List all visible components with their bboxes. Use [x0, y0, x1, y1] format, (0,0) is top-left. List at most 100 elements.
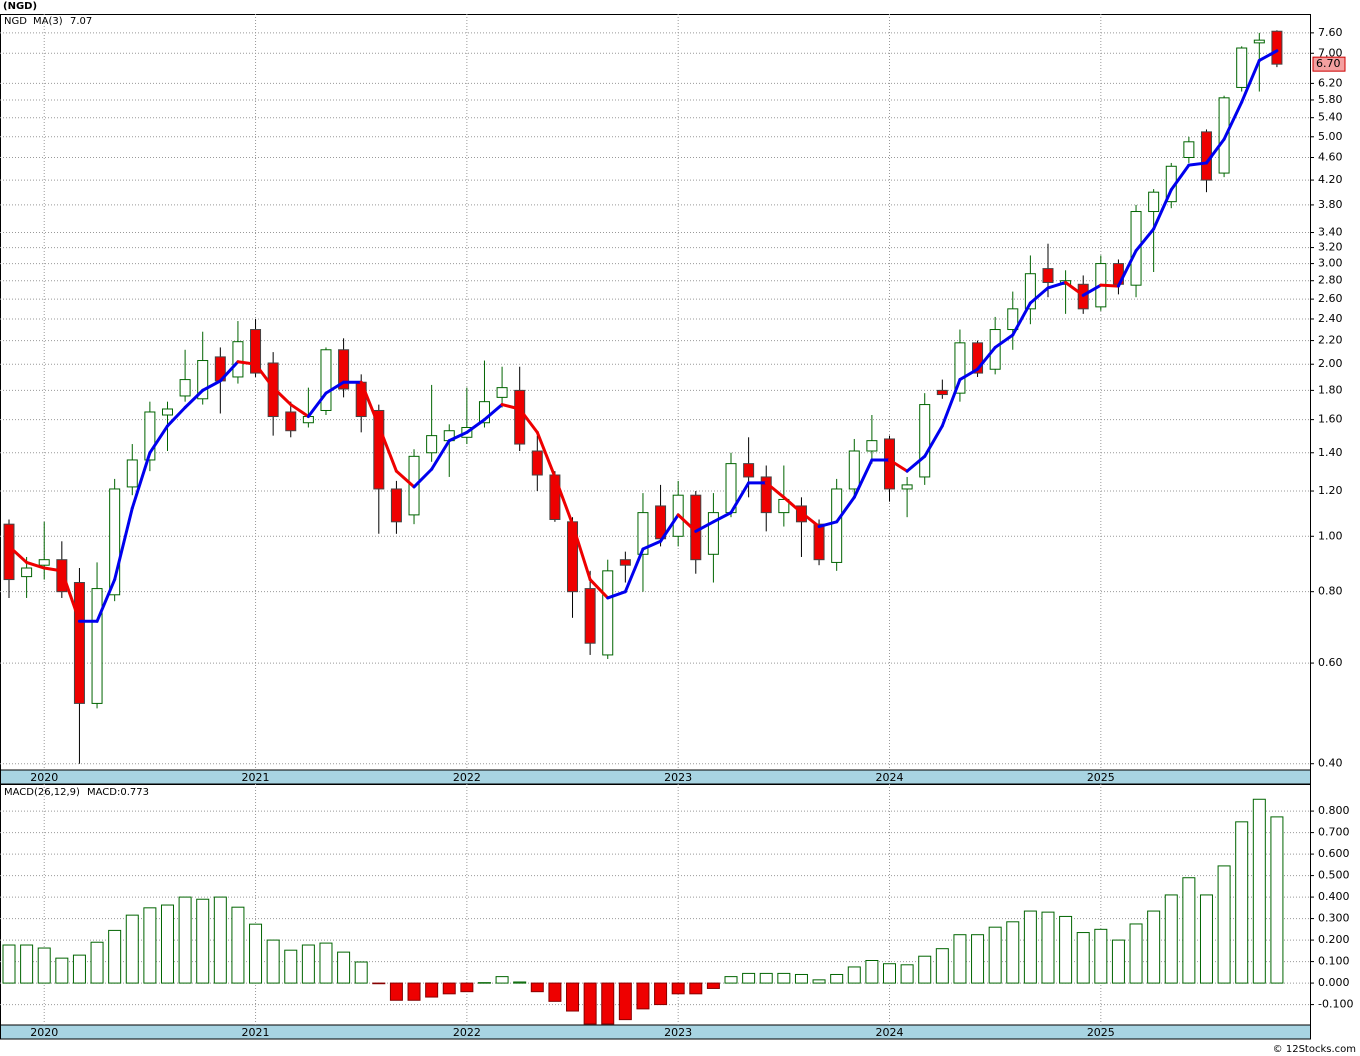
ma-line [1240, 58, 1261, 104]
macd-bar [37, 947, 51, 984]
y-tick-label: 3.00 [1318, 257, 1343, 270]
candle-body [1218, 97, 1230, 174]
ma-line [271, 386, 293, 407]
y-tick-label: 2.00 [1318, 357, 1343, 370]
y-tick-label: 0.800 [1318, 804, 1350, 817]
ma-line [465, 418, 486, 434]
ma-line [306, 391, 328, 419]
candle-body [637, 512, 649, 555]
ma-line [1152, 188, 1173, 231]
legend-value: 7.07 [70, 16, 92, 27]
ma-line [254, 362, 275, 390]
candle-body [1253, 39, 1265, 44]
candle-body [866, 440, 878, 452]
ma-line [817, 520, 839, 529]
macd-bar [971, 934, 985, 984]
ma-line [782, 495, 803, 515]
ma-line [482, 403, 504, 422]
macd-bar [125, 914, 139, 984]
macd-bar [1217, 865, 1231, 984]
ma-line [553, 475, 575, 526]
candle-body [1024, 273, 1036, 310]
macd-bar [636, 982, 650, 1010]
macd-label: MACD:0.773 [87, 787, 149, 798]
macd-bar [1199, 894, 1213, 984]
macd-bar [72, 954, 86, 984]
macd-bar [548, 982, 562, 1002]
y-tick-label: 5.40 [1318, 111, 1343, 124]
ma-line [7, 544, 29, 564]
x-tick-label: 2021 [242, 771, 270, 784]
macd-bar [566, 982, 580, 1012]
candle-body [936, 389, 948, 396]
legend-name: MA(3) [33, 16, 63, 27]
ma-line [1222, 100, 1244, 141]
y-tick-label: 5.80 [1318, 93, 1343, 106]
macd-bar [513, 981, 527, 984]
macd-bar [601, 982, 615, 1025]
candle-body [884, 438, 895, 490]
ma-line [976, 345, 997, 371]
macd-bar [249, 923, 263, 984]
macd-bar [442, 982, 456, 995]
macd-bar [108, 929, 122, 984]
ma-line [888, 458, 909, 473]
ma-line [113, 506, 134, 582]
y-tick-label: 2.20 [1318, 334, 1343, 347]
ma-line [571, 522, 592, 582]
ma-line [1169, 163, 1191, 192]
legend-name: NGD [4, 16, 27, 27]
ma-line [289, 403, 310, 419]
y-tick-label: 3.20 [1318, 241, 1343, 254]
macd-bar [1164, 894, 1178, 984]
candle-body [285, 411, 297, 432]
ma-line [958, 367, 980, 382]
candle-body [831, 488, 843, 563]
y-tick-label: 6.20 [1318, 76, 1343, 89]
candle-body [707, 512, 719, 555]
macd-bar [1041, 911, 1055, 984]
ma-line [359, 380, 381, 428]
x-tick-label: 2024 [876, 771, 904, 784]
macd-bar [830, 973, 844, 984]
candle-body [743, 463, 755, 478]
macd-bar [1076, 932, 1090, 984]
y-tick-label: 2.40 [1318, 312, 1343, 325]
y-tick-label: 2.80 [1318, 274, 1343, 287]
macd-bar [284, 949, 298, 984]
macd-bar [143, 907, 157, 984]
macd-bar [742, 972, 756, 984]
x-tick-label: 2023 [664, 1026, 692, 1039]
macd-bar [777, 972, 791, 984]
macd-bar [231, 906, 245, 984]
y-tick-label: 1.40 [1318, 446, 1343, 459]
candle-body [179, 379, 191, 397]
x-tick-label: 2025 [1087, 771, 1115, 784]
y-tick-label: 0.300 [1318, 912, 1350, 925]
chart-title: (NGD) [3, 1, 37, 12]
x-tick-label: 2021 [242, 1026, 270, 1039]
macd-bar [407, 982, 421, 1001]
y-tick-label: 4.20 [1318, 173, 1343, 186]
x-tick-label: 2022 [453, 1026, 481, 1039]
footer: © 12Stocks.com [1273, 1044, 1356, 1055]
date-band [0, 1024, 1311, 1040]
macd-bar [671, 982, 685, 995]
ma-line [1028, 286, 1050, 305]
ma-line [1064, 280, 1085, 297]
price-tag [1312, 56, 1346, 72]
y-tick-label: 1.60 [1318, 413, 1343, 426]
ma-line [1046, 280, 1068, 290]
macd-bar [1182, 877, 1196, 984]
candle-body [126, 459, 138, 488]
ma-line [641, 539, 663, 551]
ma-line [676, 513, 698, 533]
ma-line [535, 430, 557, 479]
macd-bar [883, 963, 896, 984]
ma-line [940, 378, 962, 428]
macd-bar [495, 976, 509, 984]
macd-bar [1006, 921, 1020, 984]
ma-line [659, 513, 680, 543]
x-tick-label: 2020 [30, 1026, 58, 1039]
